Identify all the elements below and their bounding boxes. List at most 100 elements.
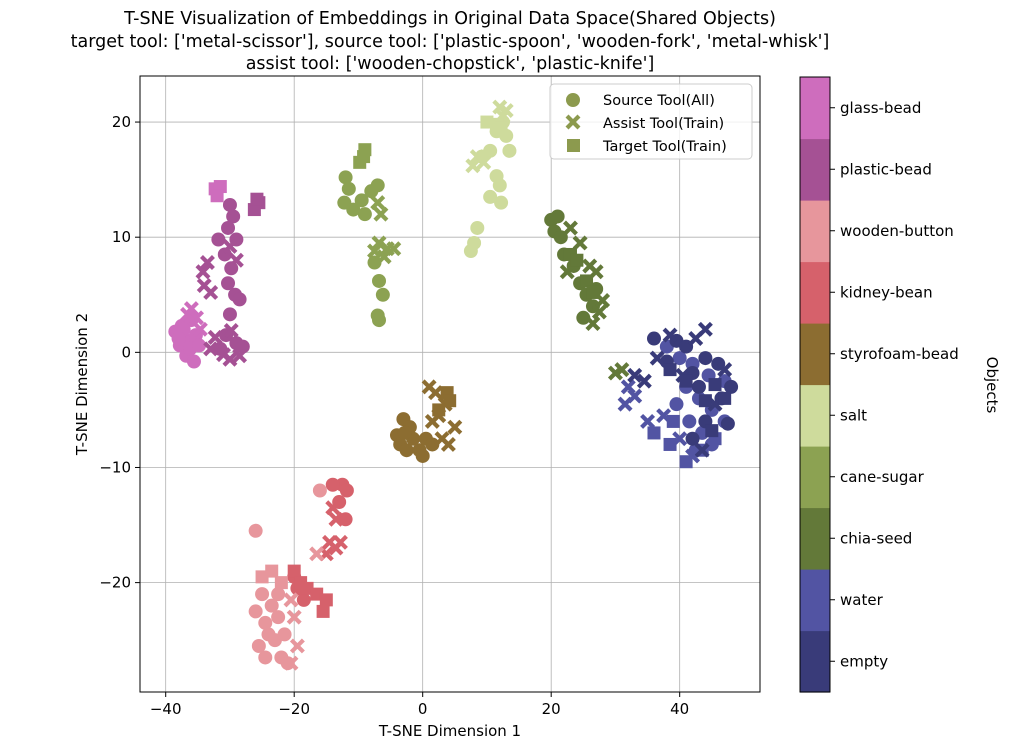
point-empty-source — [698, 351, 713, 366]
point-empty-assist — [688, 331, 704, 346]
point-cane-sugar-assist — [373, 206, 389, 222]
y-tick-label: −20 — [99, 574, 131, 592]
point-plastic-bead-source — [222, 307, 237, 322]
point-cane-sugar-source — [370, 178, 385, 193]
point-cane-sugar-assist — [386, 241, 402, 257]
colorbar-label: Objects — [983, 357, 1001, 414]
point-wooden-button-source — [248, 523, 263, 538]
colorbar-segment-styrofoam-bead — [800, 323, 830, 386]
point-wooden-button-source — [255, 587, 270, 602]
y-tick-label: 20 — [112, 113, 131, 131]
point-wooden-button-assist — [286, 609, 302, 625]
point-plastic-bead-source — [232, 292, 247, 307]
point-cane-sugar-source — [354, 193, 369, 208]
colorbar-label-empty: empty — [840, 652, 888, 670]
colorbar-segment-empty — [800, 630, 830, 693]
point-wooden-button-assist — [283, 655, 299, 671]
x-tick-label: 40 — [670, 700, 689, 718]
point-plastic-bead-source — [211, 232, 226, 247]
point-styrofoam-bead-assist — [447, 419, 463, 435]
point-wooden-button-source — [312, 483, 327, 498]
point-salt-source — [483, 189, 498, 204]
point-kidney-bean-assist — [328, 511, 344, 527]
point-wooden-button-assist — [289, 638, 305, 654]
point-salt-source — [470, 220, 485, 235]
point-plastic-bead-target — [250, 192, 264, 206]
point-wooden-button-source — [251, 638, 266, 653]
point-wooden-button-source — [280, 656, 295, 671]
chart-title: T-SNE Visualization of Embeddings in Ori… — [71, 9, 830, 74]
point-styrofoam-bead-target — [443, 394, 457, 408]
point-styrofoam-bead-assist — [428, 385, 444, 401]
point-plastic-bead-assist — [222, 238, 238, 254]
point-wooden-button-assist — [309, 546, 325, 562]
point-water-source — [669, 397, 684, 412]
point-cane-sugar-source — [375, 287, 390, 302]
point-empty-source — [691, 379, 706, 394]
point-empty-assist — [717, 362, 733, 378]
colorbar-label-wooden-button: wooden-button — [840, 222, 954, 240]
x-tick-label: 20 — [542, 700, 561, 718]
point-cane-sugar-source — [372, 313, 387, 328]
point-chia-seed-assist — [559, 264, 575, 280]
colorbar-label-chia-seed: chia-seed — [840, 529, 912, 547]
point-kidney-bean-assist — [325, 500, 341, 516]
colorbar-segment-chia-seed — [800, 507, 830, 570]
axis-ticks: −40 −20 0 20 40 −20 −10 0 10 20 — [99, 113, 689, 718]
point-styrofoam-bead-target — [432, 403, 446, 417]
point-wooden-button-source — [258, 615, 273, 630]
point-water-assist — [617, 396, 633, 412]
point-wooden-button-source — [258, 650, 273, 665]
point-kidney-bean-assist — [328, 540, 344, 556]
colorbar-label-plastic-bead: plastic-bead — [840, 160, 932, 178]
point-empty-assist — [627, 367, 643, 383]
point-empty-target — [698, 394, 712, 408]
x-tick-label: −20 — [278, 700, 310, 718]
point-chia-seed-target — [570, 253, 584, 267]
point-salt-source — [463, 244, 478, 259]
colorbar-label-water: water — [840, 591, 884, 609]
legend-label-assist: Assist Tool(Train) — [603, 116, 724, 132]
point-chia-seed-target — [586, 285, 600, 299]
point-wooden-button-target — [265, 564, 279, 578]
point-salt-target — [494, 121, 508, 135]
point-plastic-bead-assist — [222, 351, 238, 367]
point-chia-seed-assist — [595, 293, 611, 308]
point-glass-bead-source — [171, 331, 186, 346]
legend-marker-x-shape — [565, 114, 581, 130]
point-kidney-bean-source — [339, 483, 354, 498]
point-cane-sugar-assist — [367, 243, 382, 259]
chart-title-line-1: T-SNE Visualization of Embeddings in Ori… — [123, 9, 776, 29]
colorbar-segment-kidney-bean — [800, 261, 830, 324]
point-kidney-bean-source — [296, 592, 311, 607]
point-cane-sugar-assist — [370, 195, 386, 211]
point-glass-bead-target — [210, 189, 224, 203]
point-chia-seed-assist — [607, 365, 623, 381]
point-salt-assist — [476, 154, 492, 170]
point-kidney-bean-source — [325, 477, 340, 492]
point-plastic-bead-source — [235, 339, 250, 354]
point-water-target — [647, 426, 661, 440]
point-empty-source — [724, 379, 739, 394]
point-empty-target — [705, 424, 719, 438]
legend-box — [549, 83, 753, 160]
point-styrofoam-bead-assist — [440, 436, 456, 452]
colorbar-segment-glass-bead — [800, 77, 830, 140]
point-cane-sugar-source — [357, 207, 372, 222]
colorbar-segment-plastic-bead — [800, 138, 830, 201]
plot-frame — [139, 75, 761, 693]
point-salt-assist — [465, 158, 481, 174]
colorbar-label-kidney-bean: kidney-bean — [840, 283, 933, 301]
point-empty-source — [720, 416, 735, 431]
point-empty-source — [646, 331, 661, 346]
point-kidney-bean-target — [316, 604, 330, 618]
colorbar-label-glass-bead: glass-bead — [840, 99, 921, 117]
colorbar: empty water chia-seed cane-sugar salt styrofo… — [799, 76, 959, 693]
point-plastic-bead-assist — [207, 329, 223, 345]
colorbar-label-cane-sugar: cane-sugar — [840, 468, 925, 486]
point-salt-assist — [492, 99, 508, 115]
point-plastic-bead-assist — [199, 255, 215, 270]
point-wooden-button-target — [274, 576, 288, 590]
legend: Source Tool(All) Assist Tool(Train) Targ… — [549, 83, 753, 160]
point-empty-assist — [697, 321, 713, 337]
